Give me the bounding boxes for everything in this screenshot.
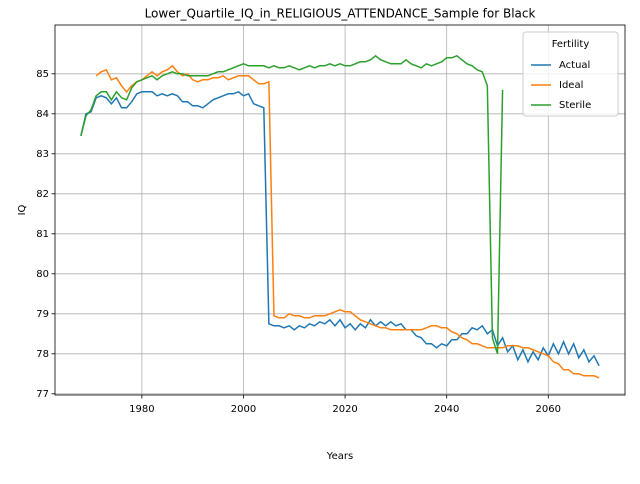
y-tick-label: 81 (36, 229, 49, 240)
x-tick-label: 2000 (231, 404, 256, 415)
legend-box (522, 31, 619, 117)
x-axis-label: Years (326, 451, 353, 462)
y-tick-label: 78 (36, 349, 49, 360)
line-series (80, 54, 504, 355)
y-tick-label: 80 (36, 269, 49, 280)
x-tick-label: 2040 (434, 404, 459, 415)
plot-frame (54, 24, 626, 396)
y-tick-label: 84 (36, 109, 49, 120)
y-tick-label: 82 (36, 189, 49, 200)
y-tick-label: 83 (36, 149, 49, 160)
y-tick-label: 85 (36, 69, 49, 80)
legend-label: Actual (559, 60, 590, 71)
legend-label: Ideal (559, 80, 583, 91)
legend-label: Sterile (559, 100, 591, 111)
x-tick-label: 2020 (332, 404, 357, 415)
chart-title: Lower_Quartile_IQ_in_RELIGIOUS_ATTENDANC… (145, 7, 536, 21)
y-tick-label: 77 (36, 389, 49, 400)
legend-title: Fertility (552, 39, 590, 50)
x-tick-label: 2060 (536, 404, 561, 415)
y-axis-label: IQ (17, 204, 28, 215)
y-tick-label: 79 (36, 309, 49, 320)
x-tick-label: 1980 (129, 404, 154, 415)
